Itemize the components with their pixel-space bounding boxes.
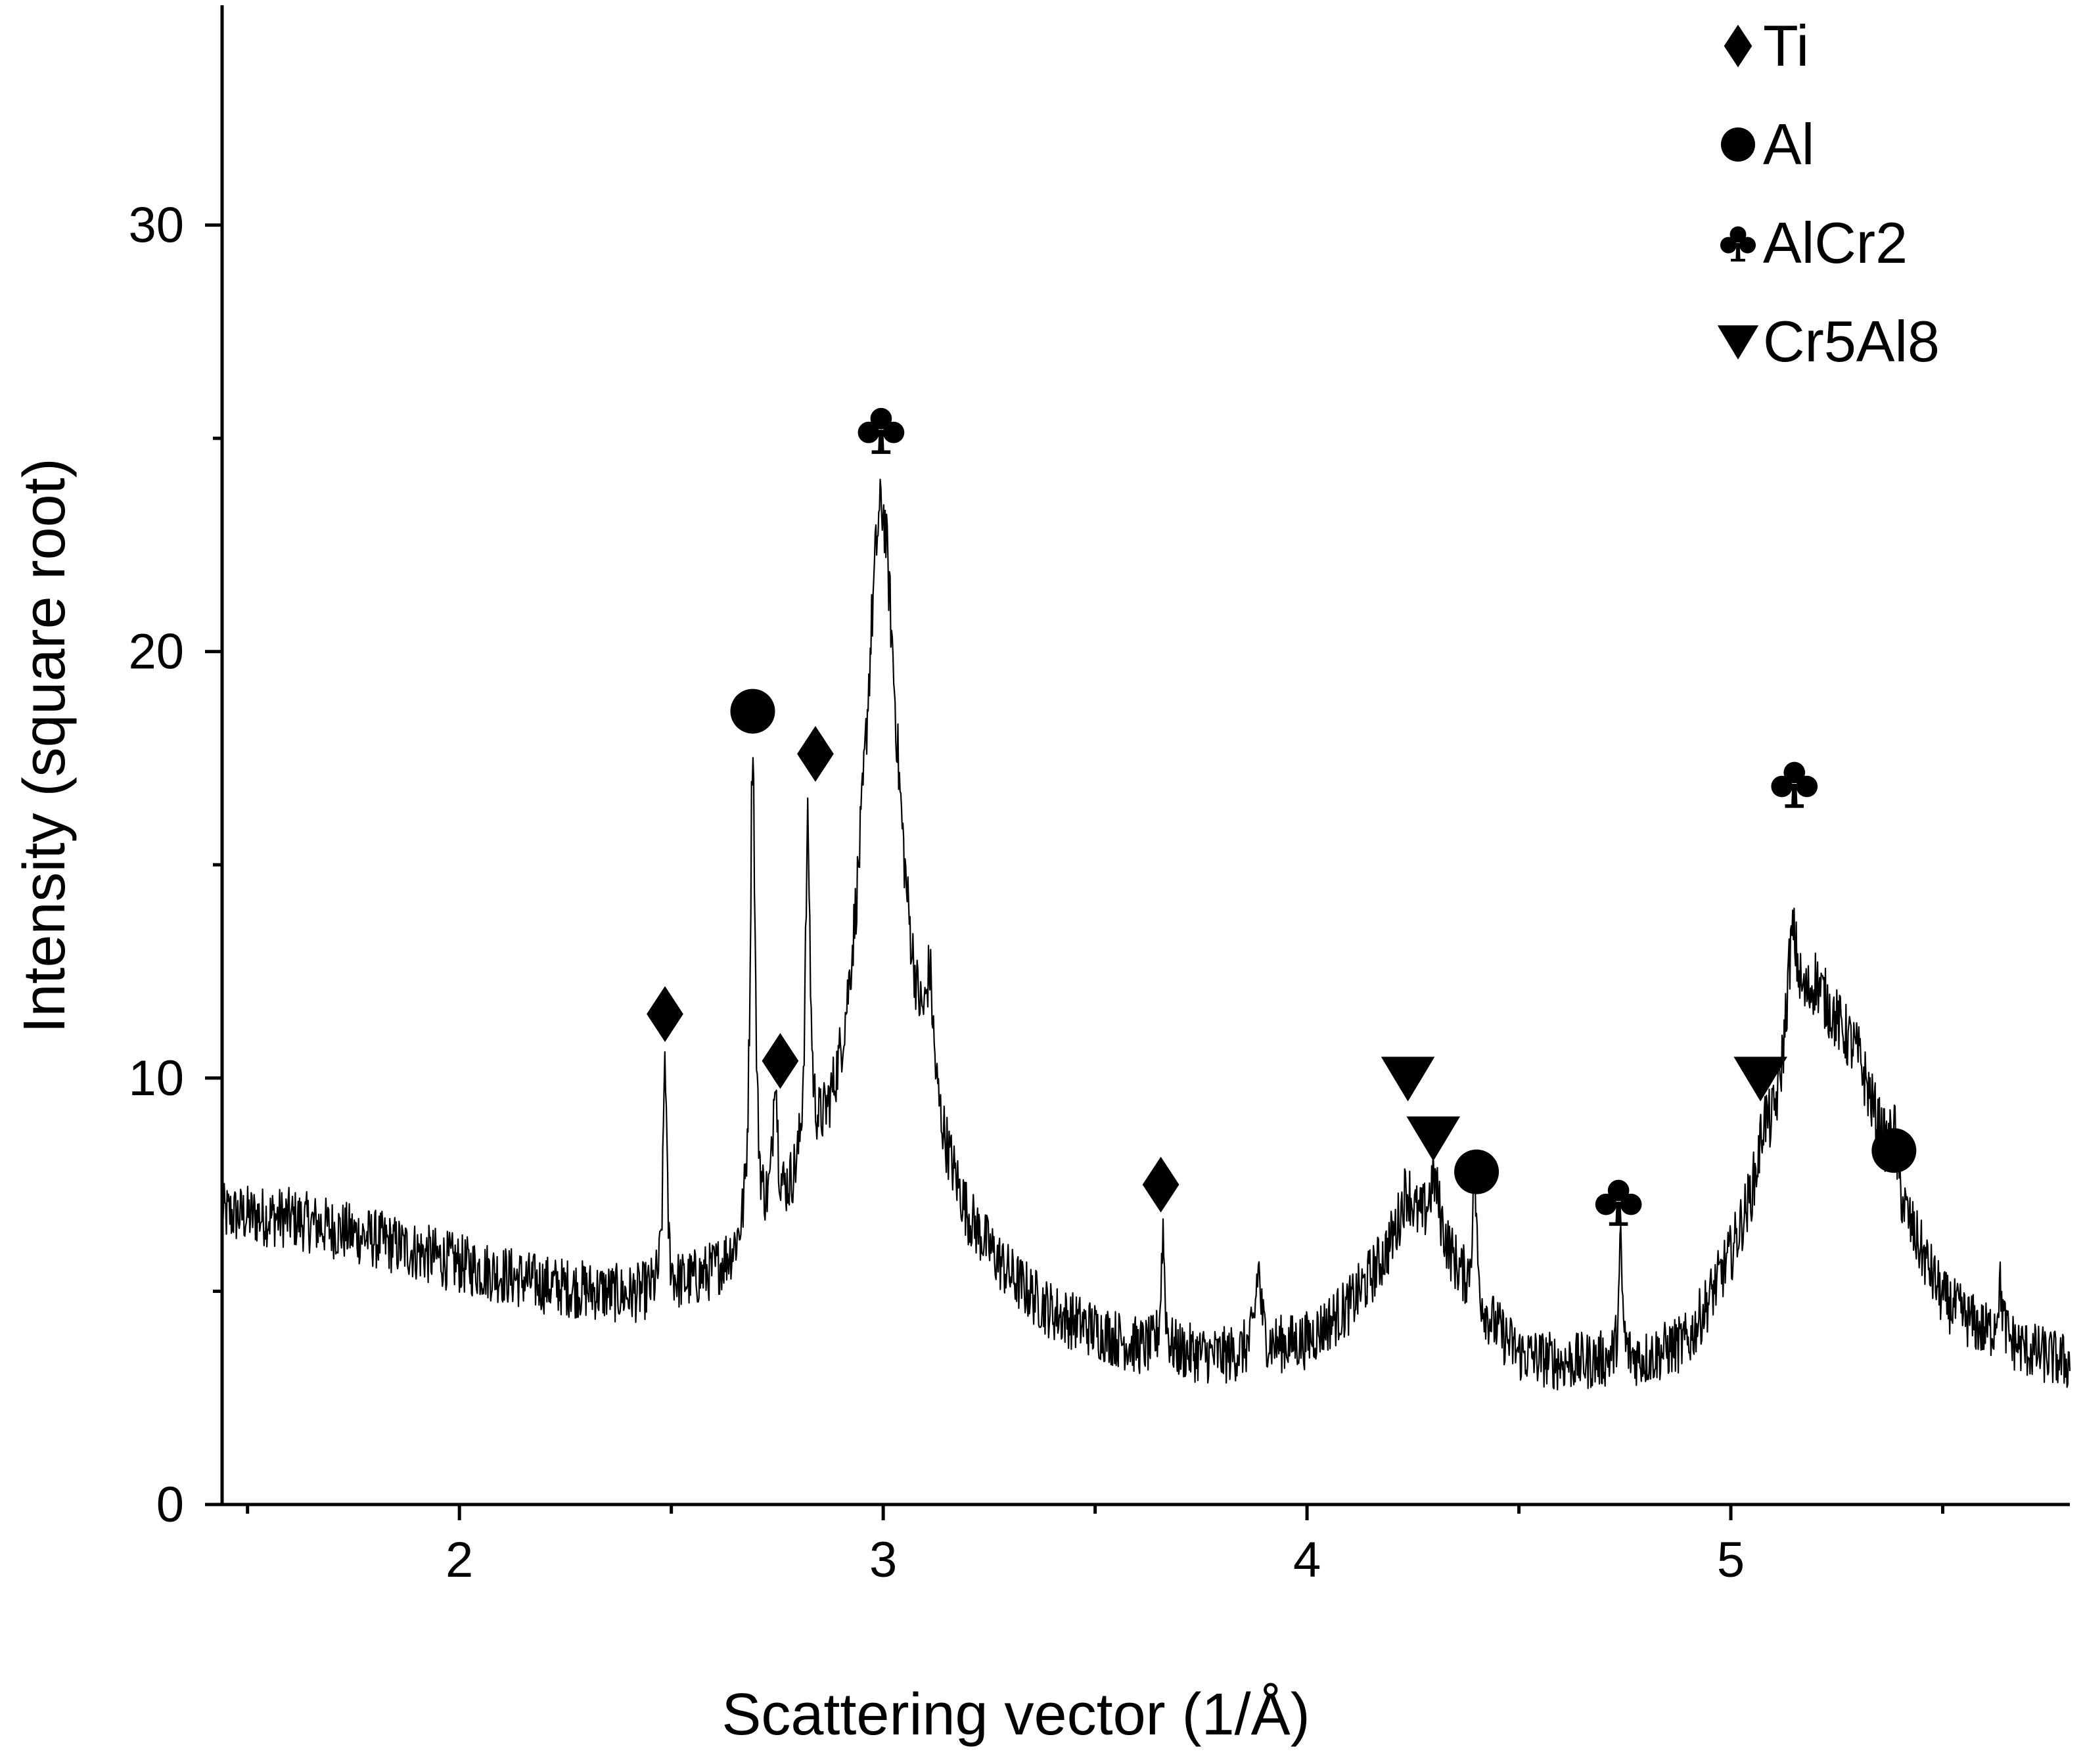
club-top-lobe <box>1783 761 1806 784</box>
legend-item-ti: Ti <box>1724 13 1809 78</box>
diamond-shape <box>647 985 683 1042</box>
club-left-lobe <box>1720 237 1737 254</box>
x-tick-label: 4 <box>1293 1532 1321 1588</box>
phase-marker-ti <box>797 726 834 782</box>
phase-marker-alcr2 <box>1771 761 1818 808</box>
phase-marker-al <box>730 689 775 734</box>
club-stem <box>1735 243 1741 260</box>
y-tick-label: 30 <box>128 198 184 254</box>
x-axis-title: Scattering vector (1/Å) <box>721 1682 1310 1748</box>
y-tick-label: 10 <box>128 1051 184 1106</box>
x-tick-label: 5 <box>1717 1532 1745 1588</box>
legend-label: Cr5Al8 <box>1763 309 1940 374</box>
club-left-lobe <box>1595 1193 1617 1215</box>
legend-item-al: Al <box>1721 112 1814 177</box>
phase-marker-alcr2 <box>1595 1179 1642 1226</box>
y-tick-label: 20 <box>128 624 184 680</box>
legend-label: AlCr2 <box>1763 210 1908 275</box>
club-base <box>1731 258 1745 262</box>
club-right-lobe <box>1796 775 1818 798</box>
circle-shape <box>730 689 775 734</box>
legend-label: Ti <box>1763 13 1809 78</box>
club-base <box>1785 804 1804 808</box>
club-right-lobe <box>1739 237 1756 254</box>
axes: 2 3 4 5 0 10 20 30 <box>128 5 2070 1588</box>
club-top-lobe <box>1607 1179 1630 1202</box>
club-stem <box>1791 783 1798 806</box>
phase-marker-alcr2 <box>858 407 905 454</box>
phase-marker-cr5al8 <box>1733 1056 1787 1102</box>
circle-shape <box>1871 1128 1917 1173</box>
circle-shape <box>1454 1149 1499 1194</box>
triangle-shape <box>1381 1056 1435 1102</box>
legend-label: Al <box>1763 112 1814 177</box>
triangle-shape <box>1406 1116 1461 1162</box>
y-axis-title: Intensity (square root) <box>12 458 78 1033</box>
diamond-shape <box>1724 24 1752 68</box>
phase-marker-cr5al8 <box>1406 1116 1461 1162</box>
triangle-shape <box>1717 325 1759 360</box>
legend-item-cr5al8: Cr5Al8 <box>1717 309 1940 374</box>
phase-marker-ti <box>762 1033 799 1089</box>
phase-marker-al <box>1871 1128 1917 1173</box>
diamond-shape <box>1142 1156 1179 1213</box>
diamond-shape <box>797 726 834 782</box>
phase-marker-cr5al8 <box>1381 1056 1435 1102</box>
club-right-lobe <box>882 421 905 443</box>
legend-item-alcr2: AlCr2 <box>1720 210 1908 275</box>
phase-annotations <box>647 407 1917 1226</box>
club-base <box>871 450 891 454</box>
circle-shape <box>1721 127 1755 162</box>
triangle-shape <box>1733 1056 1787 1102</box>
club-left-lobe <box>1771 775 1793 798</box>
club-left-lobe <box>858 421 880 443</box>
series-line-0 <box>221 478 2071 1391</box>
legend: Ti Al AlCr2 Cr5Al8 <box>1717 13 1940 374</box>
legend-marker-circle <box>1721 127 1755 162</box>
club-base <box>1609 1222 1628 1226</box>
legend-marker-club <box>1720 226 1756 262</box>
club-right-lobe <box>1620 1193 1642 1215</box>
x-tick-label: 2 <box>446 1532 473 1588</box>
club-stem <box>1615 1202 1622 1225</box>
phase-marker-ti <box>647 985 683 1042</box>
club-stem <box>878 430 884 453</box>
plot-area <box>221 478 2071 1391</box>
x-tick-label: 3 <box>869 1532 897 1588</box>
legend-marker-diamond <box>1724 24 1752 68</box>
y-tick-label: 0 <box>156 1477 184 1533</box>
club-top-lobe <box>1729 226 1747 243</box>
diamond-shape <box>762 1033 799 1089</box>
legend-marker-triangle-down <box>1717 325 1759 360</box>
club-top-lobe <box>870 407 892 430</box>
phase-marker-ti <box>1142 1156 1179 1213</box>
phase-marker-al <box>1454 1149 1499 1194</box>
